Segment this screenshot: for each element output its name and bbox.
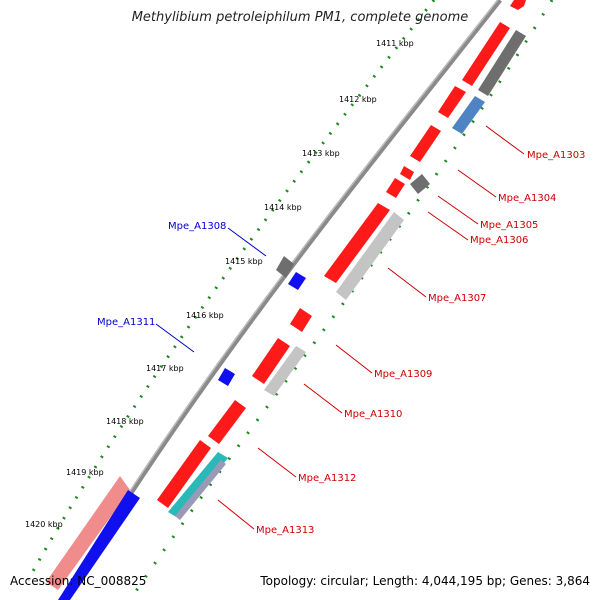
gene-label-mpe-a1307[interactable]: Mpe_A1307 bbox=[428, 293, 486, 304]
gene-arrow[interactable] bbox=[452, 96, 485, 134]
tick-label-1420: 1420 kbp bbox=[25, 520, 63, 529]
gene-label-mpe-a1306[interactable]: Mpe_A1306 bbox=[470, 235, 528, 246]
gene-arrow[interactable] bbox=[168, 452, 228, 518]
gene-labels: Mpe_A1303 Mpe_A1304 Mpe_A1305 Mpe_A1306 … bbox=[97, 150, 585, 536]
gene-arrow[interactable] bbox=[46, 476, 130, 590]
gene-arrow[interactable] bbox=[157, 440, 211, 508]
gene-arrow[interactable] bbox=[276, 256, 294, 278]
leader-lines bbox=[155, 125, 525, 530]
gene-arrow[interactable] bbox=[386, 178, 405, 198]
gene-arrow[interactable] bbox=[410, 125, 441, 162]
tick-label-1411: 1411 kbp bbox=[376, 39, 414, 48]
gene-arrow[interactable] bbox=[410, 174, 430, 194]
gene-arrow[interactable] bbox=[288, 272, 306, 290]
gene-arrow[interactable] bbox=[478, 30, 526, 96]
gene-arrow[interactable] bbox=[218, 368, 235, 386]
gene-label-mpe-a1311[interactable]: Mpe_A1311 bbox=[97, 317, 155, 328]
gene-arrow[interactable] bbox=[290, 308, 312, 332]
genome-summary-text: Topology: circular; Length: 4,044,195 bp… bbox=[260, 574, 590, 588]
tick-label-1414: 1414 kbp bbox=[264, 203, 302, 212]
tick-label-1415: 1415 kbp bbox=[225, 257, 263, 266]
gene-arrow[interactable] bbox=[175, 460, 226, 520]
gene-arrow[interactable] bbox=[324, 203, 390, 283]
tick-label-1418: 1418 kbp bbox=[106, 417, 144, 426]
gene-arrow[interactable] bbox=[252, 338, 290, 384]
gene-arrow[interactable] bbox=[400, 166, 414, 180]
ruler-tick-labels: 1411 kbp 1412 kbp 1413 kbp 1414 kbp 1415… bbox=[25, 39, 414, 529]
gene-arrow[interactable] bbox=[510, 0, 526, 10]
tick-label-1416: 1416 kbp bbox=[186, 311, 224, 320]
gene-label-mpe-a1308[interactable]: Mpe_A1308 bbox=[168, 221, 226, 232]
map-title: Methylibium petroleiphilum PM1, complete… bbox=[131, 10, 469, 25]
gene-label-mpe-a1303[interactable]: Mpe_A1303 bbox=[527, 150, 585, 161]
gene-label-mpe-a1313[interactable]: Mpe_A1313 bbox=[256, 525, 314, 536]
gene-arrow[interactable] bbox=[336, 212, 404, 300]
gene-label-mpe-a1310[interactable]: Mpe_A1310 bbox=[344, 409, 402, 420]
tick-label-1419: 1419 kbp bbox=[66, 468, 104, 477]
tick-label-1417: 1417 kbp bbox=[146, 364, 184, 373]
gene-label-mpe-a1309[interactable]: Mpe_A1309 bbox=[374, 369, 432, 380]
gene-arrow[interactable] bbox=[264, 346, 306, 396]
gene-arrow[interactable] bbox=[462, 22, 510, 86]
gene-label-mpe-a1305[interactable]: Mpe_A1305 bbox=[480, 220, 538, 231]
ruler-track-outer bbox=[26, 0, 436, 581]
tick-label-1412: 1412 kbp bbox=[339, 95, 377, 104]
gene-arrow[interactable] bbox=[58, 490, 140, 600]
gene-label-mpe-a1304[interactable]: Mpe_A1304 bbox=[498, 193, 556, 204]
tick-label-1413: 1413 kbp bbox=[302, 149, 340, 158]
gene-label-mpe-a1312[interactable]: Mpe_A1312 bbox=[298, 473, 356, 484]
gene-features bbox=[46, 0, 526, 600]
gene-arrow[interactable] bbox=[438, 86, 466, 118]
accession-text: Accession: NC_008825 bbox=[10, 574, 147, 588]
gene-arrow[interactable] bbox=[208, 400, 246, 444]
